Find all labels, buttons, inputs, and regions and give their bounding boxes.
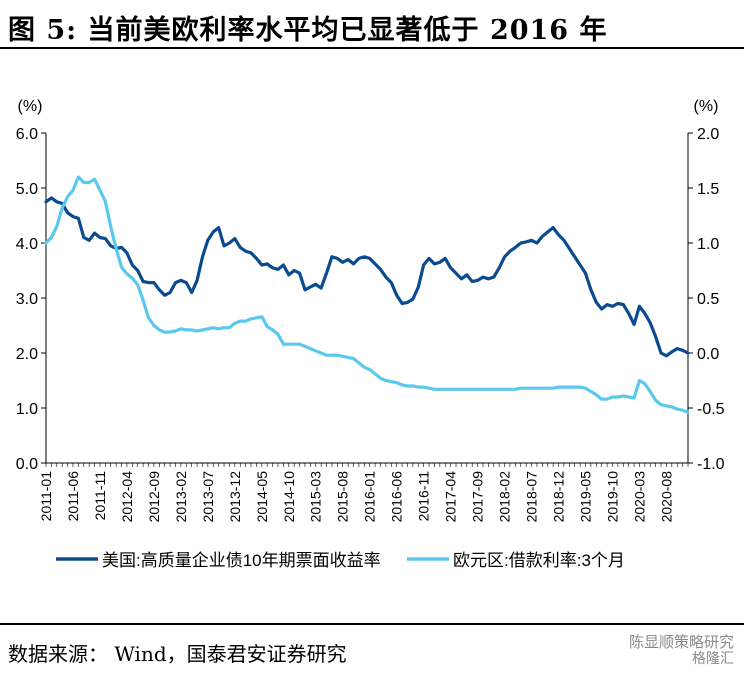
series-line-us — [44, 196, 690, 358]
x-tick-label: 2016-11 — [416, 471, 432, 522]
x-tick-label: 2014-05 — [254, 471, 270, 523]
x-tick-label: 2011-11 — [92, 471, 108, 521]
x-tick-label: 2017-04 — [443, 471, 459, 523]
left-axis-unit: (%) — [18, 98, 43, 115]
left-tick-label: 4.0 — [16, 236, 38, 253]
left-tick-label: 0.0 — [16, 456, 38, 473]
x-tick-label: 2018-07 — [524, 471, 540, 523]
right-tick-label: 1.5 — [697, 181, 719, 198]
left-tick-label: 5.0 — [16, 181, 38, 198]
right-axis-unit: (%) — [694, 98, 719, 115]
x-tick-label: 2017-09 — [470, 471, 486, 523]
x-tick-label: 2014-10 — [281, 471, 297, 523]
right-tick-label: -1.0 — [697, 456, 725, 473]
figure-title: 图 5: 当前美欧利率水平均已显著低于 2016 年 — [8, 15, 608, 46]
right-tick-label: 2.0 — [697, 126, 719, 143]
watermark-name: 陈显顺策略研究 — [628, 633, 734, 651]
left-tick-label: 3.0 — [16, 291, 38, 308]
x-tick-label: 2020-08 — [658, 471, 674, 523]
x-tick-label: 2015-08 — [335, 471, 351, 523]
x-tick-label: 2011-01 — [38, 471, 54, 522]
right-tick-label: 1.0 — [697, 236, 719, 253]
legend-label-us: 美国:高质量企业债10年期票面收益率 — [102, 551, 381, 570]
chart-area: 0.0 1.0 2.0 3.0 4.0 5.0 6.0 -1.0 -0.5 0.0 0.5 1.0 1.… — [0, 62, 744, 597]
x-tick-label: 2016-06 — [389, 471, 405, 523]
x-tick-label: 2013-12 — [227, 471, 243, 523]
right-tick-label: -0.5 — [697, 401, 725, 418]
x-tick-label: 2013-07 — [200, 471, 216, 523]
watermark-sub: 格隆汇 — [692, 651, 734, 667]
x-tick-label: 2016-01 — [362, 471, 378, 523]
source-note: 数据来源： Wind，国泰君安证券研究 — [8, 642, 347, 666]
x-tick-label: 2015-03 — [308, 471, 324, 523]
left-tick-label: 6.0 — [16, 126, 38, 143]
x-tick-label: 2019-05 — [577, 471, 593, 523]
watermark: 陈显顺策略研究 格隆汇 — [629, 634, 734, 668]
x-tick-label: 2020-03 — [631, 471, 647, 523]
right-tick-label: 0.5 — [697, 291, 719, 308]
legend-label-eu: 欧元区:借款利率:3个月 — [453, 551, 625, 570]
x-tick-label: 2012-09 — [146, 471, 162, 523]
x-tick-label: 2012-04 — [119, 471, 135, 523]
line-chart: 0.0 1.0 2.0 3.0 4.0 5.0 6.0 -1.0 -0.5 0.0 0.5 1.0 1.… — [16, 98, 725, 570]
left-tick-label: 2.0 — [16, 346, 38, 363]
x-tick-label: 2019-10 — [604, 471, 620, 523]
left-tick-label: 1.0 — [16, 401, 38, 418]
x-tick-label: 2018-02 — [497, 471, 513, 523]
x-tick-label: 2011-06 — [65, 471, 81, 522]
source-rule — [0, 623, 744, 625]
x-tick-label: 2013-02 — [173, 471, 189, 523]
title-rule — [0, 47, 744, 49]
series-line-eu — [44, 175, 690, 414]
x-tick-label: 2018-12 — [551, 471, 567, 523]
right-tick-label: 0.0 — [697, 346, 719, 363]
